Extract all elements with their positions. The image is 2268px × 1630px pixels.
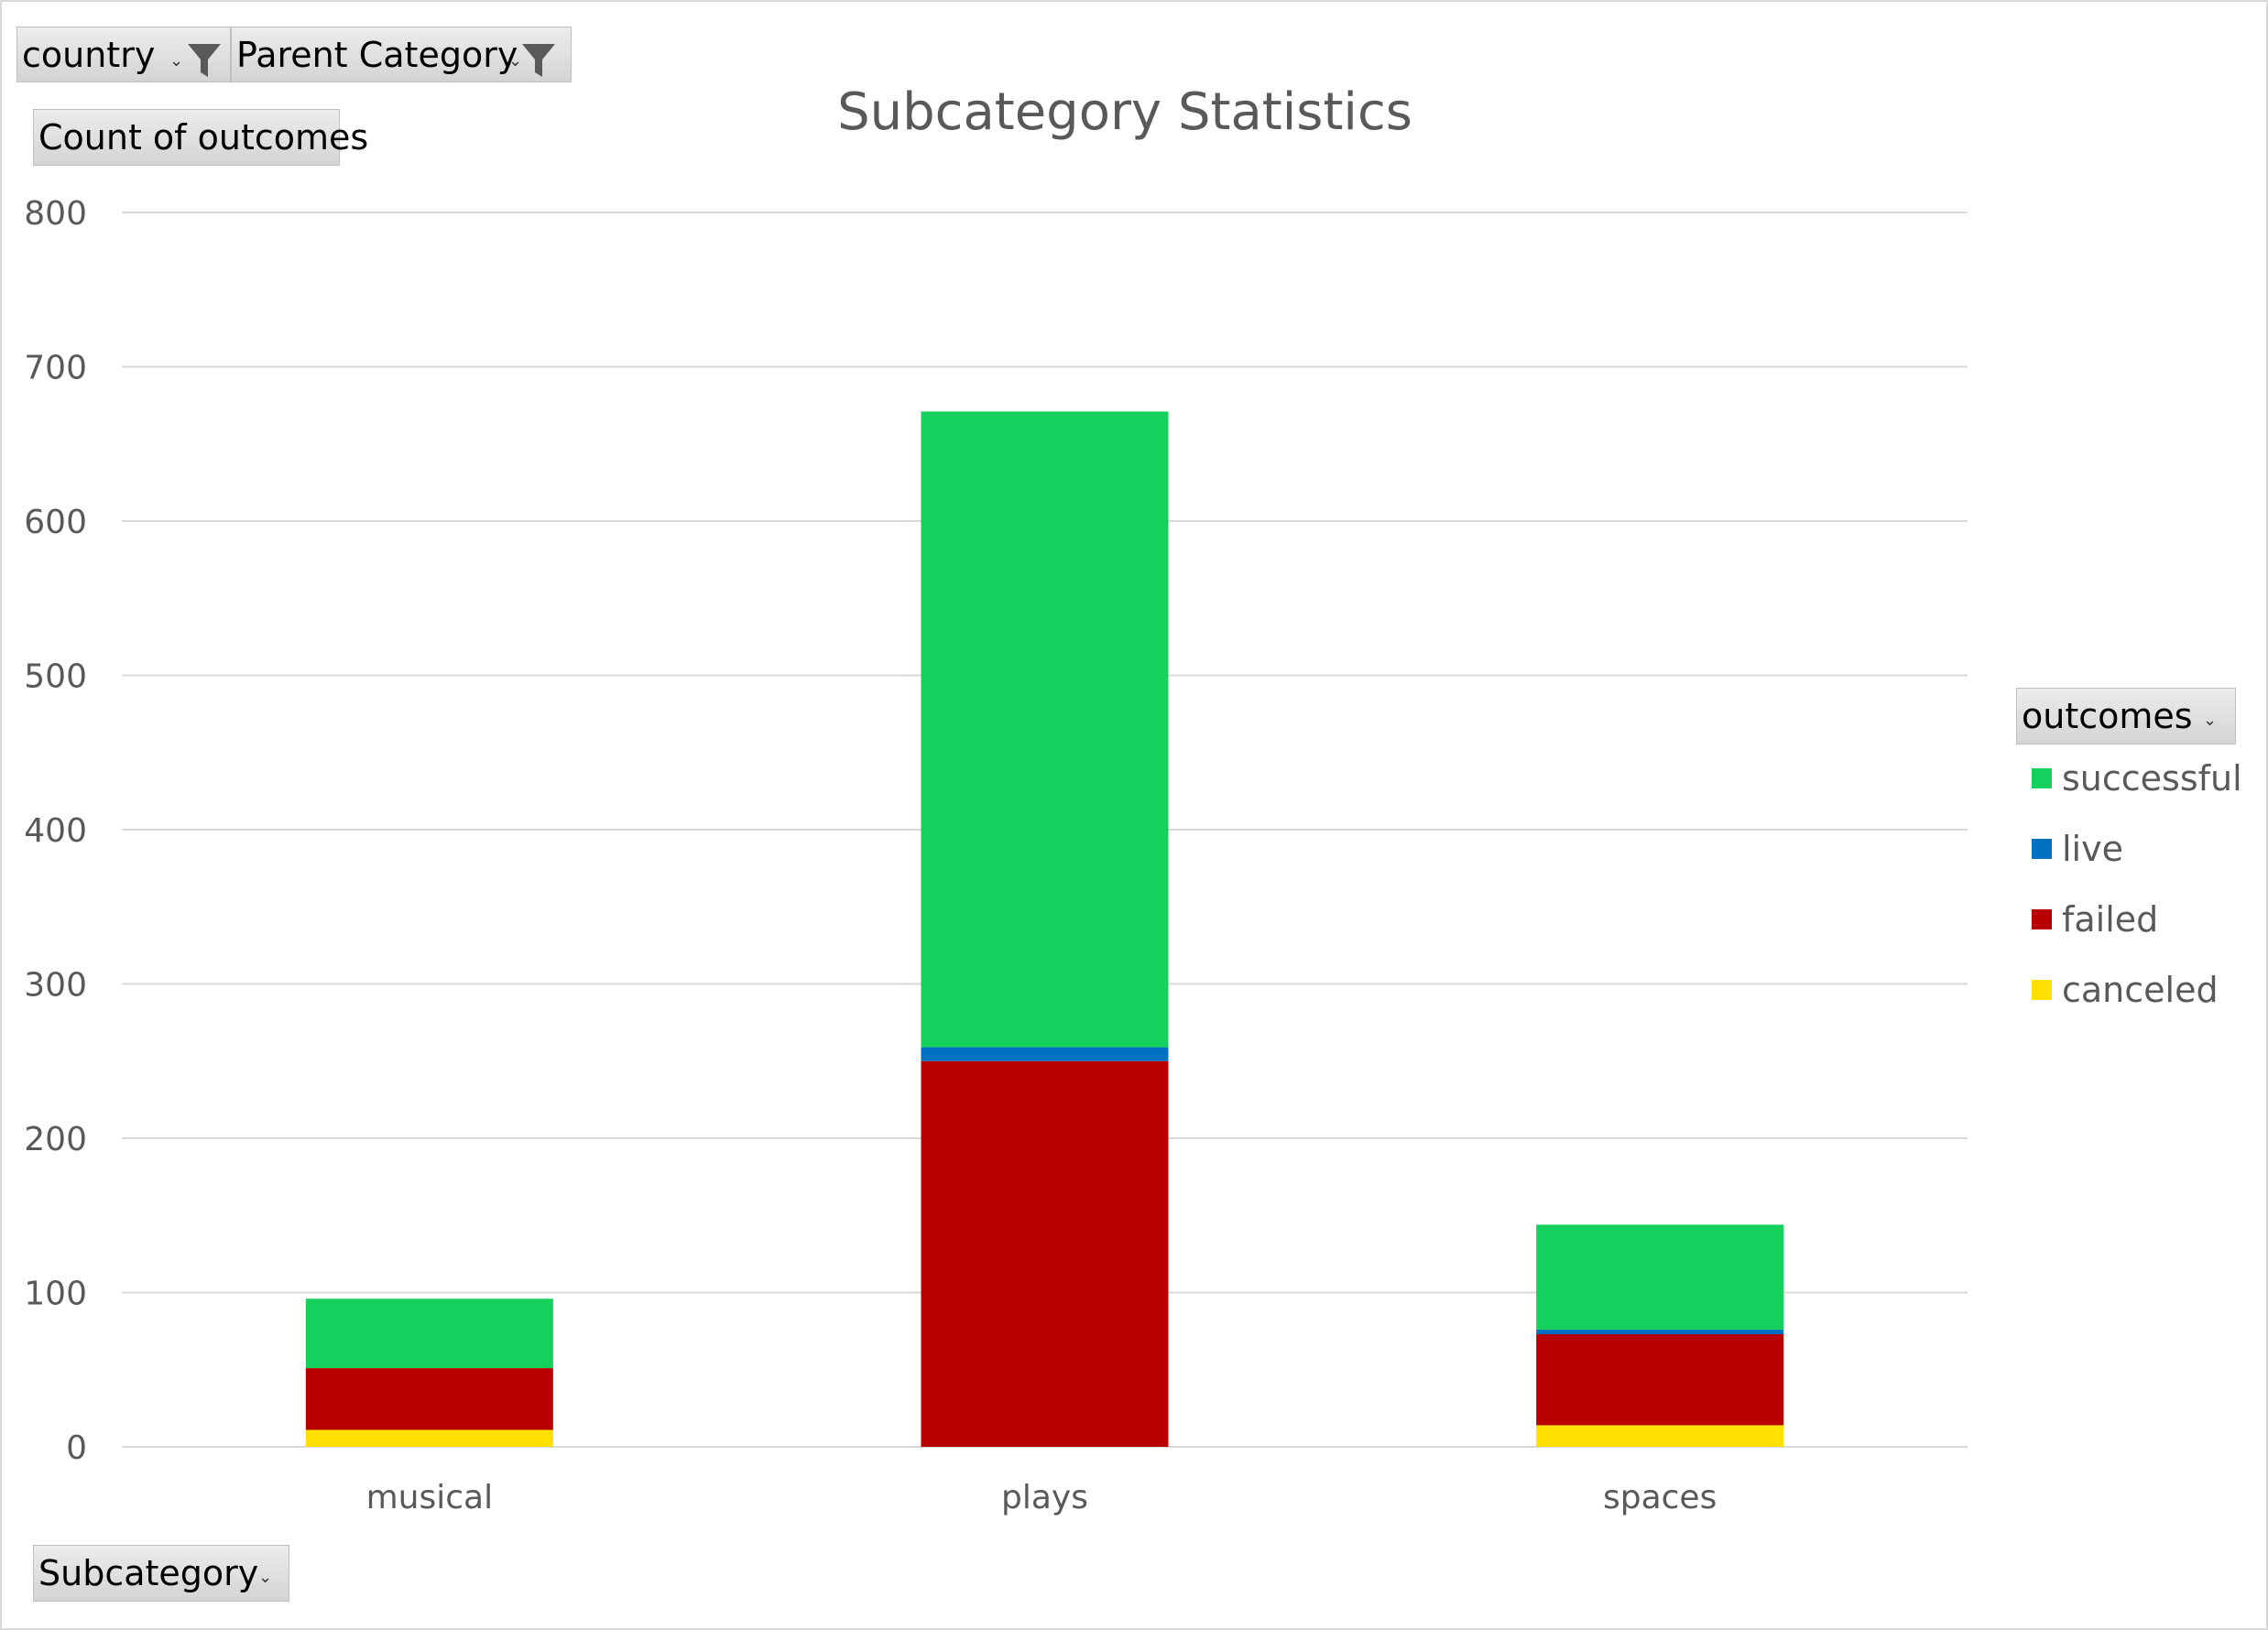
bar-spaces-failed[interactable] <box>1536 1333 1784 1426</box>
legend-swatch <box>2032 980 2052 1000</box>
y-tick-label: 700 <box>24 350 87 387</box>
bar-musical-successful[interactable] <box>305 1299 553 1369</box>
legend-item-canceled[interactable]: canceled <box>2032 970 2219 1010</box>
legend-field-label: outcomes <box>2022 696 2193 736</box>
axis-field-label: Subcategory <box>38 1553 259 1593</box>
x-tick-label: musical <box>366 1479 494 1516</box>
chevron-down-icon: ⌄ <box>169 51 184 71</box>
y-tick-label: 100 <box>24 1276 87 1313</box>
legend-label: successful <box>2062 758 2242 799</box>
y-tick-label: 0 <box>66 1429 87 1467</box>
bar-plays-failed[interactable] <box>921 1060 1169 1447</box>
x-tick-label: plays <box>1001 1479 1088 1516</box>
x-axis-tick-labels: musical plays spaces <box>366 1479 1717 1516</box>
chevron-down-icon: ⌄ <box>258 1568 273 1587</box>
y-tick-label: 500 <box>24 658 87 696</box>
bar-spaces-canceled[interactable] <box>1536 1425 1784 1447</box>
parent-category-filter-button[interactable]: Parent Category ⌄ <box>231 27 572 82</box>
funnel-icon <box>522 44 555 77</box>
bar-spaces-successful[interactable] <box>1536 1224 1784 1330</box>
bar-musical-failed[interactable] <box>305 1368 553 1430</box>
y-tick-label: 600 <box>24 504 87 541</box>
legend-swatch <box>2032 768 2052 788</box>
legend-label: live <box>2062 829 2123 869</box>
chevron-down-icon: ⌄ <box>2203 711 2218 730</box>
legend-swatch <box>2032 909 2052 929</box>
chart-title: Subcategory Statistics <box>837 82 1412 142</box>
value-field-label: Count of outcomes <box>38 117 369 158</box>
legend-label: failed <box>2062 899 2159 940</box>
y-tick-label: 200 <box>24 1121 87 1158</box>
bar-musical-canceled[interactable] <box>305 1429 553 1447</box>
value-field-button[interactable]: Count of outcomes <box>33 109 368 166</box>
legend-item-failed[interactable]: failed <box>2032 899 2158 940</box>
y-tick-label: 400 <box>24 812 87 850</box>
bars <box>305 411 1784 1447</box>
legend-field-button[interactable]: outcomes ⌄ <box>2016 688 2236 744</box>
y-axis-tick-labels: 0 100 200 300 400 500 600 700 800 <box>24 195 87 1467</box>
y-tick-label: 800 <box>24 195 87 233</box>
chevron-down-icon: ⌄ <box>508 51 523 71</box>
parent-category-filter-label: Parent Category <box>236 34 518 75</box>
bar-plays-live[interactable] <box>921 1047 1169 1061</box>
legend-swatch <box>2032 839 2052 859</box>
x-tick-label: spaces <box>1603 1479 1717 1516</box>
legend-item-live[interactable]: live <box>2032 829 2123 869</box>
bar-plays-successful[interactable] <box>921 411 1169 1048</box>
y-tick-label: 300 <box>24 967 87 1005</box>
country-filter-button[interactable]: country ⌄ <box>16 27 231 82</box>
country-filter-label: country <box>22 34 156 75</box>
axis-field-button[interactable]: Subcategory ⌄ <box>33 1545 289 1602</box>
legend-item-successful[interactable]: successful <box>2032 758 2242 799</box>
legend-label: canceled <box>2062 970 2219 1010</box>
bar-spaces-live[interactable] <box>1536 1329 1784 1334</box>
funnel-icon <box>188 44 221 77</box>
